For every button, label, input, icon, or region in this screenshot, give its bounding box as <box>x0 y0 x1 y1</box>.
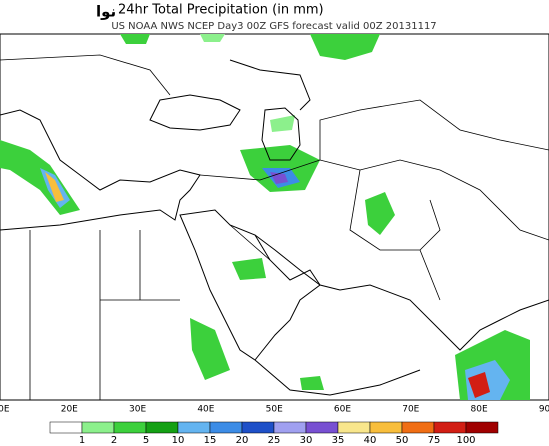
logo: نوا <box>96 3 116 21</box>
colorbar-label: 75 <box>428 435 441 446</box>
colorbar-swatch <box>145 421 179 434</box>
colorbar-swatch <box>273 421 307 434</box>
colorbar-swatch <box>337 421 371 434</box>
longitude-labels: 10E 20E 30E 40E 50E 60E 70E 80E 90E <box>0 405 549 415</box>
colorbar-swatch <box>305 421 339 434</box>
colorbar-label: 30 <box>300 435 313 446</box>
colorbar-swatch <box>369 421 403 434</box>
colorbar-label: 100 <box>456 435 475 446</box>
longitude-label: 30E <box>129 405 146 415</box>
longitude-label: 90E <box>539 405 549 415</box>
colorbar-swatch <box>113 421 147 434</box>
colorbar-label: 5 <box>143 435 149 446</box>
subtitle: US NOAA NWS NCEP Day3 00Z GFS forecast v… <box>111 21 436 32</box>
colorbar: 1 2 5 10 15 20 25 30 35 40 50 75 100 <box>49 421 499 446</box>
coastlines <box>0 59 549 396</box>
map-frame <box>0 33 549 401</box>
longitude-label: 80E <box>471 405 488 415</box>
colorbar-label: 25 <box>268 435 281 446</box>
colorbar-label: 2 <box>111 435 117 446</box>
colorbar-swatch <box>177 421 211 434</box>
longitude-label: 70E <box>402 405 419 415</box>
colorbar-swatch <box>81 421 115 434</box>
longitude-label: 10E <box>0 405 10 415</box>
colorbar-label: 35 <box>332 435 345 446</box>
colorbar-label: 50 <box>396 435 409 446</box>
longitude-label: 60E <box>334 405 351 415</box>
map <box>0 33 549 401</box>
colorbar-swatch <box>49 421 83 434</box>
colorbar-label: 20 <box>236 435 249 446</box>
colorbar-label: 10 <box>172 435 185 446</box>
colorbar-label: 40 <box>364 435 377 446</box>
colorbar-swatch <box>241 421 275 434</box>
colorbar-label: 15 <box>204 435 217 446</box>
precipitation <box>0 34 530 400</box>
longitude-label: 50E <box>266 405 283 415</box>
longitude-label: 40E <box>197 405 214 415</box>
colorbar-swatch <box>433 421 467 434</box>
colorbar-swatch <box>209 421 243 434</box>
longitude-label: 20E <box>61 405 78 415</box>
title: 24hr Total Precipitation (in mm) <box>118 3 324 18</box>
colorbar-label: 1 <box>79 435 85 446</box>
colorbar-swatch <box>465 421 499 434</box>
colorbar-swatch <box>401 421 435 434</box>
borders <box>0 54 549 400</box>
